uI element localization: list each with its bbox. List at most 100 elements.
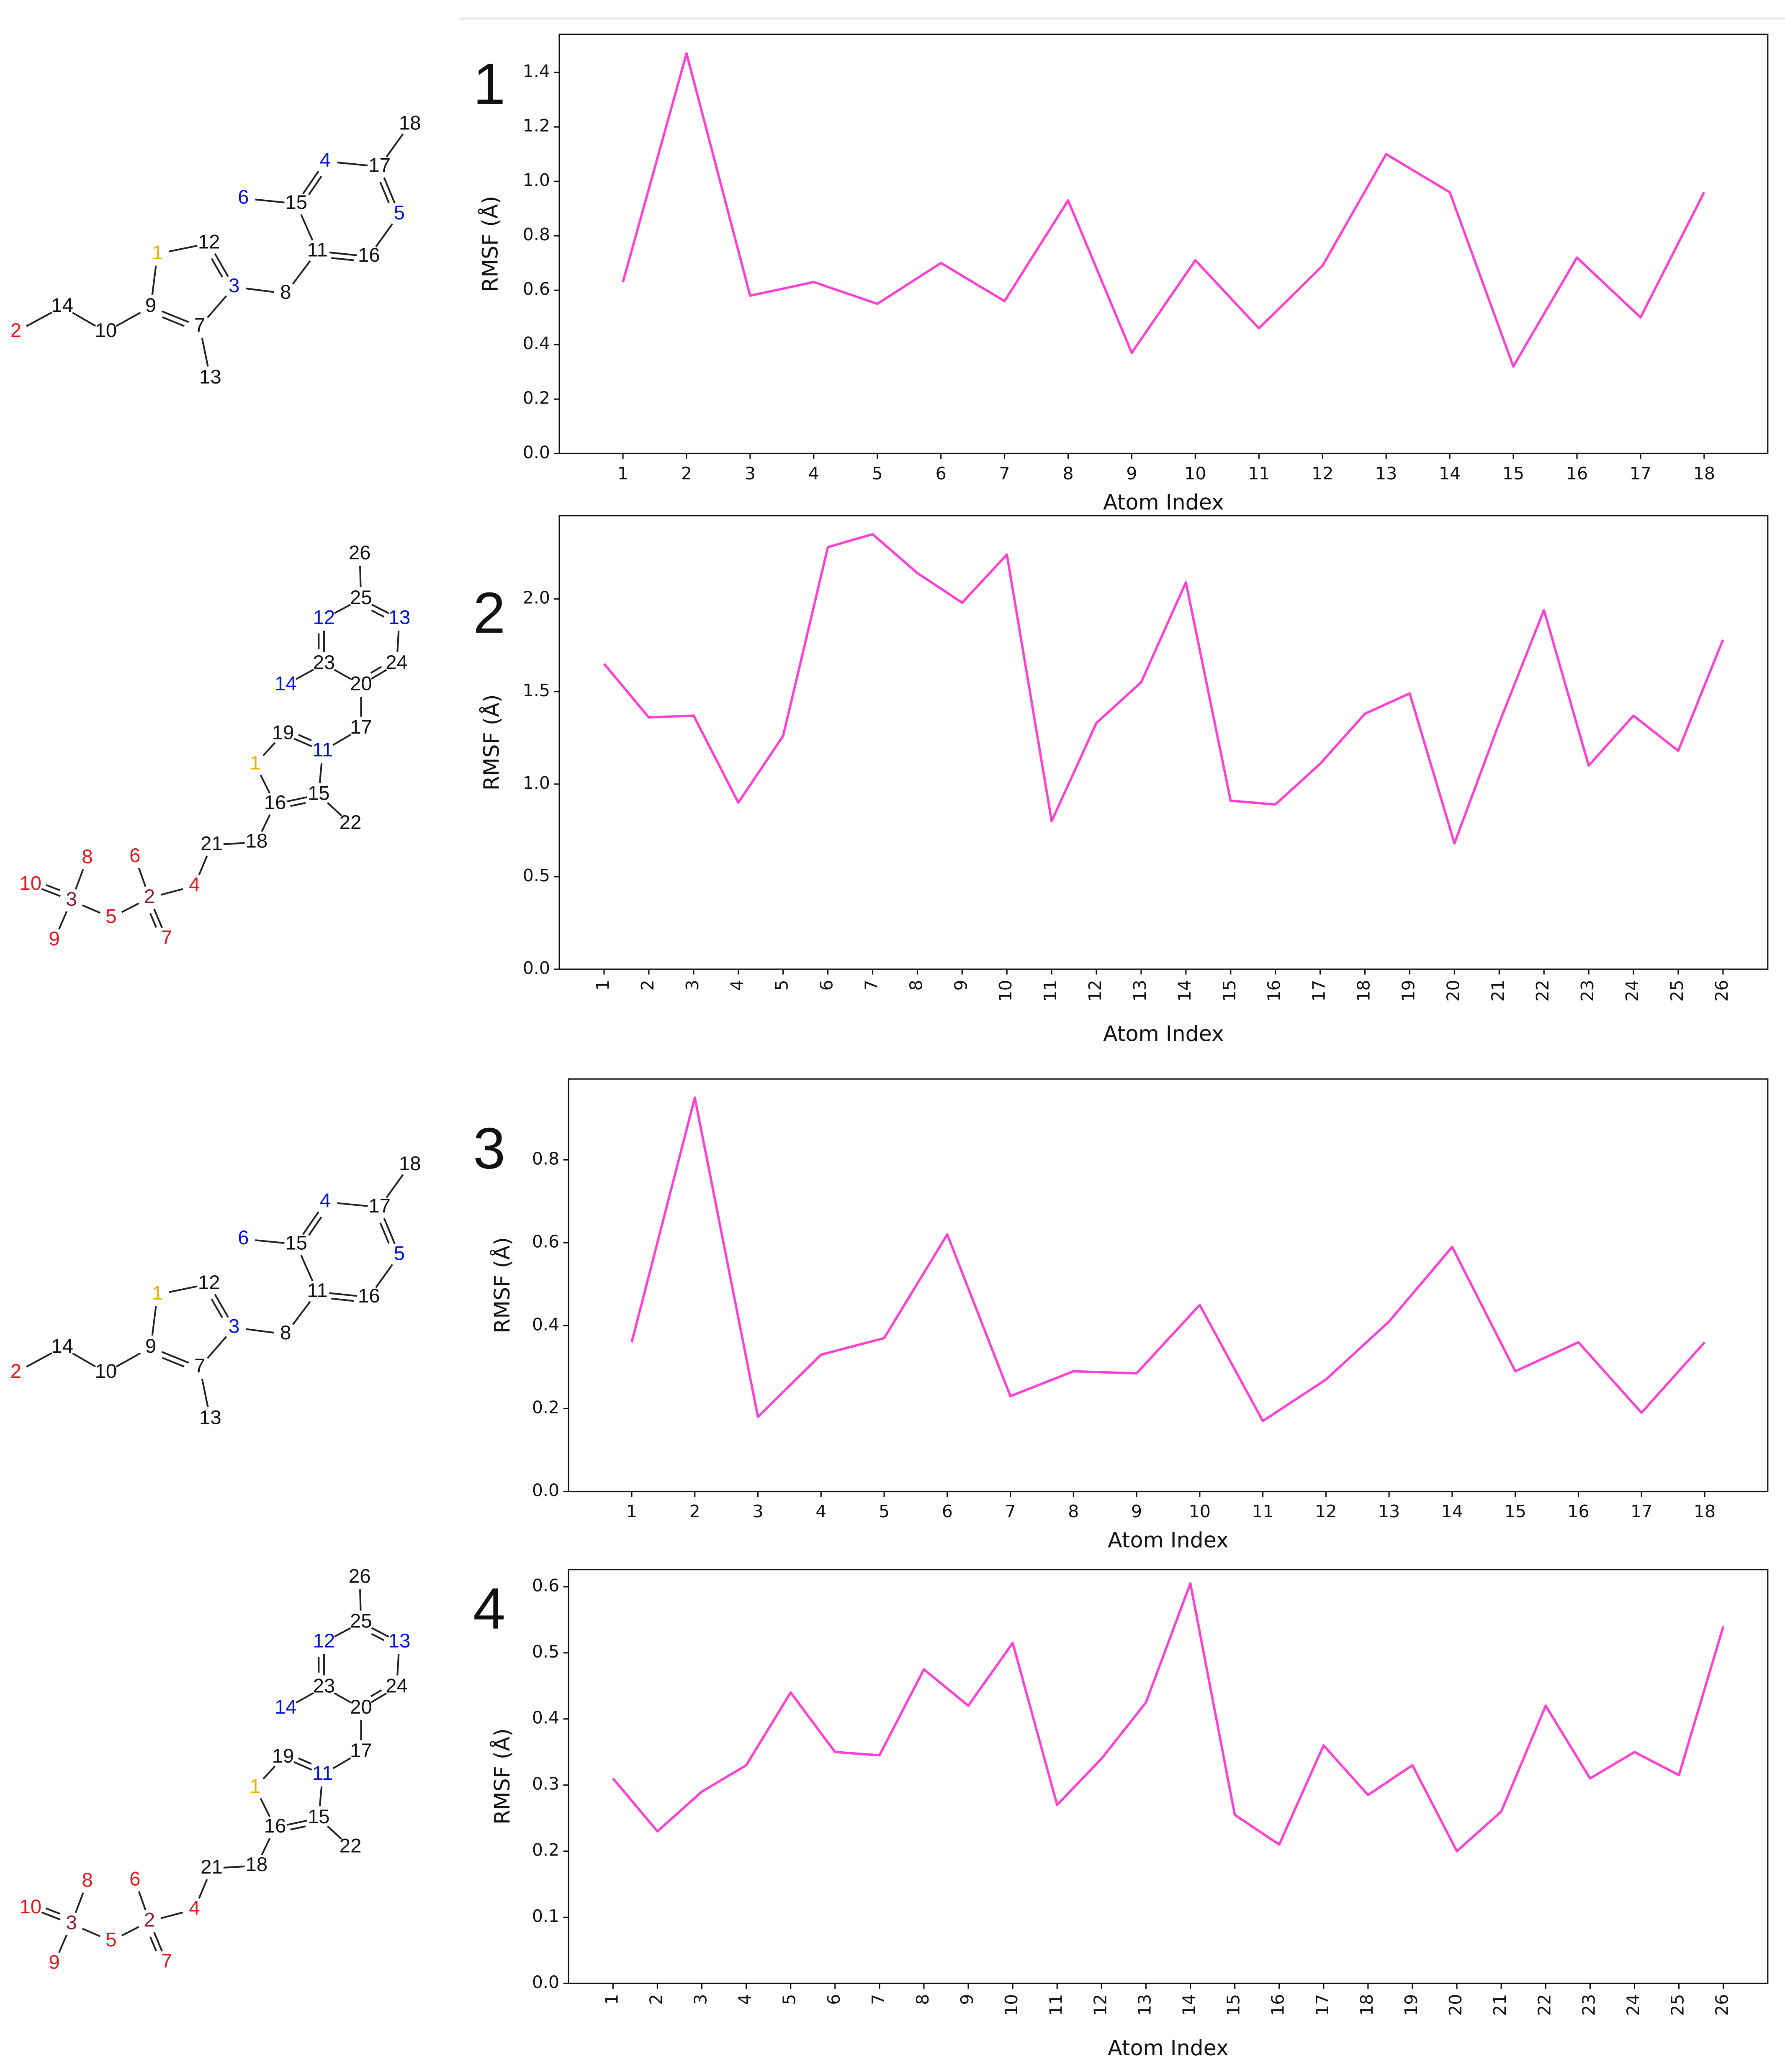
atom-label: 12 xyxy=(313,607,335,629)
bond xyxy=(370,666,382,674)
x-tick-label: 21 xyxy=(1488,980,1508,1001)
atom-label: 9 xyxy=(49,928,59,950)
bond xyxy=(207,1336,227,1359)
x-tick-label: 3 xyxy=(752,1501,763,1521)
x-tick-label: 4 xyxy=(815,1501,826,1521)
panel-title: 3 xyxy=(473,1116,505,1181)
atom-label: 10 xyxy=(95,319,117,342)
x-tick-label: 14 xyxy=(1175,980,1195,1001)
y-tick-label: 0.0 xyxy=(523,958,550,978)
panel-title: 4 xyxy=(473,1576,505,1641)
atom-label: 14 xyxy=(275,672,297,695)
y-axis-label: RMSF (Å) xyxy=(478,196,503,292)
bond xyxy=(261,1838,271,1856)
atom-label: 6 xyxy=(238,1227,249,1249)
atom-label: 14 xyxy=(275,1696,297,1718)
x-tick-label: 4 xyxy=(808,463,819,484)
bond xyxy=(319,763,323,783)
bond xyxy=(260,774,271,794)
atom-label: 6 xyxy=(238,186,249,208)
atom-label: 1 xyxy=(250,752,261,774)
bond xyxy=(371,603,389,614)
y-tick-label: 0.1 xyxy=(532,1906,559,1926)
atom-label: 4 xyxy=(320,1189,331,1212)
x-tick-label: 2 xyxy=(638,980,658,991)
bond xyxy=(198,855,208,875)
atom-label: 2 xyxy=(144,1909,155,1931)
bond xyxy=(46,1907,60,1915)
x-tick-label: 11 xyxy=(1248,463,1270,484)
y-tick-label: 0.3 xyxy=(532,1774,559,1794)
bond xyxy=(162,1357,185,1368)
bond xyxy=(261,814,271,832)
bond xyxy=(75,869,84,890)
atom-label: 5 xyxy=(394,1243,405,1265)
atom-label: 26 xyxy=(349,1565,371,1587)
x-tick-label: 11 xyxy=(1046,1994,1066,2016)
bond xyxy=(161,310,189,323)
x-tick-label: 21 xyxy=(1490,1994,1510,2016)
x-tick-label: 6 xyxy=(936,463,947,484)
plot-frame xyxy=(558,515,1769,970)
bond xyxy=(290,1825,306,1830)
atom-label: 11 xyxy=(312,1762,333,1784)
bond xyxy=(169,245,198,252)
bond xyxy=(292,260,311,285)
bond xyxy=(121,902,139,913)
data-line xyxy=(603,533,1724,845)
x-axis-label: Atom Index xyxy=(1108,2036,1229,2060)
bond xyxy=(149,1936,157,1951)
y-tick-label: 0.6 xyxy=(532,1575,559,1596)
atom-label: 8 xyxy=(82,846,93,868)
bond xyxy=(72,312,96,327)
x-tick-label: 11 xyxy=(1040,980,1060,1001)
bond xyxy=(293,1761,312,1771)
atom-label: 9 xyxy=(145,1335,156,1357)
x-tick-label: 17 xyxy=(1631,1501,1652,1521)
atom-label: 14 xyxy=(51,1335,73,1357)
x-tick-label: 24 xyxy=(1622,980,1642,1001)
atom-label: 10 xyxy=(19,872,41,894)
x-tick-label: 1 xyxy=(617,463,628,484)
y-tick-label: 1.5 xyxy=(523,680,550,700)
y-tick-label: 0.0 xyxy=(532,1480,559,1501)
bond xyxy=(379,182,390,203)
plot-frame xyxy=(568,1569,1769,1984)
data-line xyxy=(630,1096,1706,1422)
bond xyxy=(26,311,52,327)
atom-label: 4 xyxy=(320,149,331,171)
y-tick-label: 1.2 xyxy=(523,116,550,136)
bond xyxy=(286,1820,307,1826)
x-tick-label: 18 xyxy=(1694,1501,1716,1521)
y-tick-label: 0.4 xyxy=(532,1314,559,1334)
x-tick-label: 7 xyxy=(868,1994,888,2005)
atom-label: 2 xyxy=(10,319,21,342)
x-tick-label: 25 xyxy=(1668,1994,1688,2016)
bond xyxy=(329,251,358,256)
x-axis-label: Atom Index xyxy=(1103,490,1224,515)
atom-label: 11 xyxy=(307,239,328,261)
x-tick-label: 2 xyxy=(689,1501,700,1521)
bond xyxy=(302,170,319,195)
bond xyxy=(386,133,404,158)
bond xyxy=(262,742,276,756)
bond xyxy=(138,867,147,887)
atom-label: 18 xyxy=(399,1153,421,1175)
molecule: 1 12 3 9 7 13 10 14 2 8 11 15 6 4 17 18 5 16 xyxy=(10,112,421,388)
y-tick-label: 0.6 xyxy=(532,1231,559,1251)
bond xyxy=(149,913,157,928)
bond xyxy=(386,1174,404,1198)
x-tick-label: 15 xyxy=(1219,980,1240,1001)
x-tick-label: 18 xyxy=(1357,1994,1377,2016)
bond xyxy=(151,265,157,295)
bond xyxy=(371,610,385,618)
atom-label: 1 xyxy=(152,242,163,264)
atom-label: 15 xyxy=(285,1232,307,1254)
atom-label: 11 xyxy=(312,739,333,761)
atom-label: 22 xyxy=(340,811,362,834)
bond xyxy=(46,884,60,891)
y-tick-label: 0.0 xyxy=(523,442,550,462)
x-tick-label: 6 xyxy=(817,980,837,991)
